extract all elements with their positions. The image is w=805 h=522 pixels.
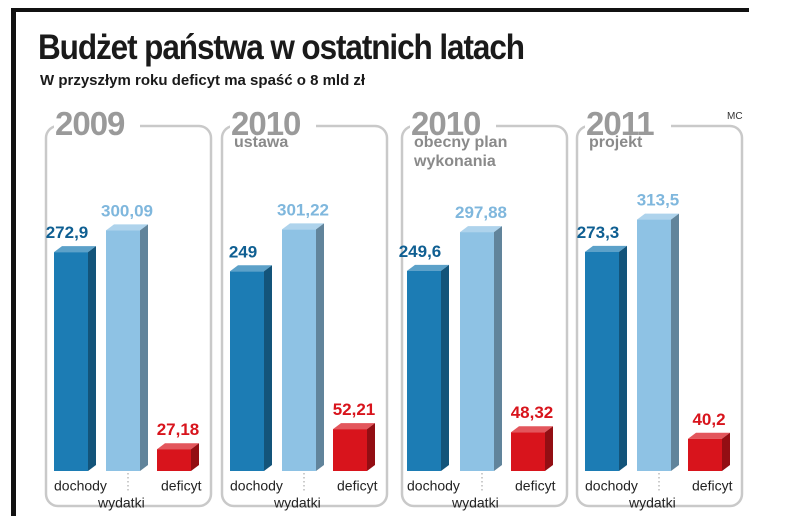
bar-dochody-side [441, 264, 449, 471]
panel-subtitle: projekt [589, 134, 643, 151]
bar-deficyt-top [157, 443, 199, 450]
bar-deficyt-front [688, 438, 722, 471]
bar-dochody-front [54, 252, 88, 471]
bar-dochody-top [54, 246, 96, 253]
bar-deficyt-side [722, 432, 730, 471]
bar-deficyt-front [157, 449, 191, 471]
category-label-dochody: dochody [54, 477, 107, 493]
value-label-wydatki: 301,22 [277, 200, 329, 219]
panel-subtitle: ustawa [234, 134, 288, 151]
bar-wydatki-front [106, 230, 140, 471]
bar-wydatki-side [140, 224, 148, 471]
bar-deficyt-side [191, 443, 199, 471]
bar-wydatki-front [282, 229, 316, 471]
value-label-wydatki: 297,88 [455, 203, 507, 222]
value-label-wydatki: 300,09 [101, 201, 153, 220]
value-label-dochody: 272,9 [46, 223, 89, 242]
panel-year: 2009 [55, 105, 125, 142]
bar-dochody-front [585, 251, 619, 471]
panel-subtitle: wykonania [413, 153, 496, 170]
category-label-wydatki: wydatki [273, 494, 321, 510]
chart-subtitle: W przyszłym roku deficyt ma spaść o 8 ml… [40, 72, 366, 89]
frame-rule-vertical [11, 8, 16, 516]
bar-deficyt-front [511, 432, 545, 471]
value-label-wydatki: 313,5 [637, 191, 680, 210]
panel-frame-gap [54, 120, 140, 132]
panel-frame-gap [230, 120, 316, 132]
bar-dochody-top [230, 265, 272, 272]
category-label-deficyt: deficyt [692, 477, 733, 493]
frame-rule-horizontal [11, 8, 749, 12]
value-label-deficyt: 52,21 [333, 400, 376, 419]
value-label-dochody: 249 [229, 242, 257, 261]
chart-title: Budżet państwa w ostatnich latach [38, 28, 525, 67]
category-label-deficyt: deficyt [515, 477, 556, 493]
bar-wydatki-front [460, 232, 494, 471]
bar-deficyt-front [333, 429, 367, 471]
bar-wydatki-front [637, 219, 671, 471]
category-label-dochody: dochody [407, 477, 460, 493]
value-label-dochody: 249,6 [399, 242, 442, 261]
category-label-deficyt: deficyt [337, 477, 378, 493]
category-label-wydatki: wydatki [97, 494, 145, 510]
bar-deficyt-side [367, 423, 375, 471]
bar-dochody-front [407, 270, 441, 471]
bar-wydatki-side [494, 226, 502, 471]
bar-deficyt-top [511, 426, 553, 433]
bar-dochody-side [619, 245, 627, 471]
value-label-deficyt: 48,32 [511, 403, 554, 422]
bar-dochody-top [407, 264, 449, 271]
bar-deficyt-top [333, 423, 375, 430]
bar-wydatki-top [637, 213, 679, 220]
bar-wydatki-side [671, 213, 679, 471]
panel-frame-gap [410, 120, 496, 132]
bar-wydatki-top [460, 226, 502, 233]
bar-wydatki-top [106, 224, 148, 231]
panel-subtitle: obecny plan [414, 134, 507, 151]
bar-deficyt-top [688, 432, 730, 439]
panel-year: 2010 [411, 105, 480, 142]
category-label-dochody: dochody [230, 477, 283, 493]
value-label-dochody: 273,3 [577, 223, 620, 242]
panel-year: 2011 [586, 105, 654, 142]
value-label-deficyt: 40,2 [692, 410, 725, 429]
bar-dochody-side [264, 265, 272, 471]
bar-wydatki-top [282, 223, 324, 230]
panel-year: 2010 [231, 105, 300, 142]
bar-deficyt-side [545, 426, 553, 471]
category-label-wydatki: wydatki [451, 494, 499, 510]
bar-dochody-front [230, 271, 264, 471]
author-credit: MC [727, 111, 743, 122]
category-label-dochody: dochody [585, 477, 638, 493]
bar-dochody-top [585, 245, 627, 252]
category-label-wydatki: wydatki [628, 494, 676, 510]
bar-dochody-side [88, 246, 96, 471]
panel-frame-gap [585, 120, 671, 132]
category-label-deficyt: deficyt [161, 477, 202, 493]
value-label-deficyt: 27,18 [157, 420, 200, 439]
bar-wydatki-side [316, 223, 324, 471]
